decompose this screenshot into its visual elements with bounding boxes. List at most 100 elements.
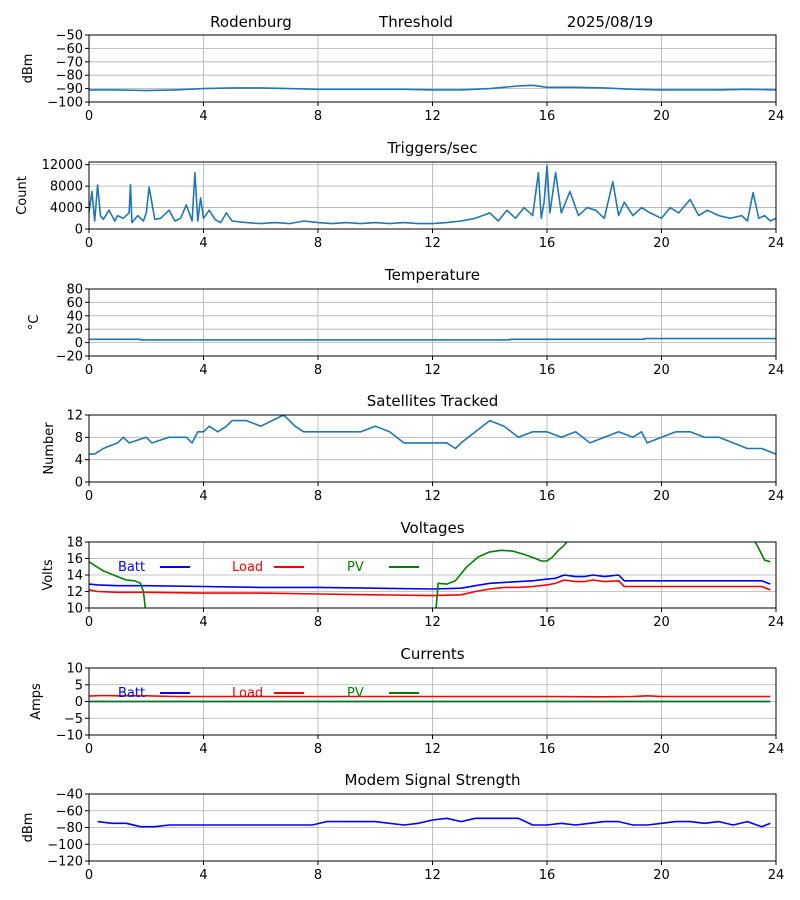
x-tick-label: 20 [653,489,670,504]
x-tick-label: 12 [424,489,441,504]
y-tick-label: 12 [66,585,83,600]
series-line-batt [89,574,771,590]
x-tick-label: 8 [314,868,322,883]
y-tick-label: 80 [66,283,83,298]
x-tick-label: 8 [314,236,322,251]
x-tick-label: 8 [314,363,322,378]
legend-label-pv: PV [347,686,364,701]
x-tick-label: 4 [199,868,207,883]
y-tick-label: 10 [66,602,83,617]
y-tick-label: −70 [56,55,83,70]
x-tick-label: 8 [314,615,322,630]
y-tick-label: −60 [56,804,83,819]
y-tick-label: 14 [66,569,83,584]
x-tick-label: 4 [199,109,207,124]
y-tick-label: 4 [75,453,83,468]
x-tick-label: 8 [314,489,322,504]
legend-label-batt: Batt [118,686,145,701]
x-tick-label: 0 [85,489,93,504]
header-date: 2025/08/19 [567,13,653,31]
x-tick-label: 0 [85,109,93,124]
x-tick-label: 16 [539,363,556,378]
series-line-triggers [89,165,776,225]
x-tick-label: 12 [424,615,441,630]
y-tick-label: 0 [75,336,83,351]
y-tick-label: 0 [75,223,83,238]
x-tick-label: 16 [539,236,556,251]
y-tick-label: 8 [75,431,83,446]
y-tick-label: −80 [56,821,83,836]
y-tick-label: −10 [56,729,83,744]
y-tick-label: 5 [75,678,83,693]
panel-triggers: 0 4 8 12 16 20 24 0 4000 8000 12000 Triggers/sec Cou… [15,139,784,251]
x-tick-label: 12 [424,109,441,124]
y-tick-label: 20 [66,323,83,338]
x-tick-label: 24 [768,615,785,630]
series-line-satellites [89,415,776,455]
y-tick-label: −100 [47,96,83,111]
y-tick-label: 60 [66,296,83,311]
y-tick-label: −50 [56,29,83,44]
y-axis-label: dBm [21,54,36,84]
x-tick-label: 12 [424,868,441,883]
x-tick-label: 16 [539,742,556,757]
y-tick-label: −60 [56,42,83,57]
x-tick-label: 4 [199,236,207,251]
x-tick-label: 24 [768,236,785,251]
y-tick-label: 18 [66,536,83,551]
x-tick-label: 0 [85,868,93,883]
y-tick-label: −5 [64,712,83,727]
y-axis-label: Amps [29,683,44,720]
series-line-load [89,579,771,597]
y-axis-label: Count [15,176,30,215]
panel-modem: 0 4 8 12 16 20 24 −40−60 −80 −100 −120 Modem Signal… [21,771,784,883]
series-line-pv [89,542,771,608]
x-tick-label: 20 [653,363,670,378]
y-tick-label: −80 [56,69,83,84]
y-tick-label: 12000 [42,158,83,173]
series-line-temperature [89,337,776,341]
x-tick-label: 4 [199,742,207,757]
legend-label-pv: PV [347,560,364,575]
y-tick-label: 8000 [50,180,83,195]
x-tick-label: 0 [85,236,93,251]
legend-label-load: Load [232,686,263,701]
panel-title: Currents [400,645,464,663]
x-tick-label: 0 [85,615,93,630]
x-tick-label: 16 [539,615,556,630]
y-axis-label: Number [42,422,57,475]
series-line-modem [97,817,771,828]
panel-title: Voltages [400,519,464,537]
header-mode: Threshold [378,13,453,31]
x-tick-label: 4 [199,615,207,630]
y-axis-label: dBm [21,813,36,843]
x-tick-label: 24 [768,363,785,378]
x-tick-label: 20 [653,236,670,251]
header-site: Rodenburg [210,13,292,31]
x-tick-label: 8 [314,742,322,757]
y-tick-label: 40 [66,309,83,324]
x-tick-label: 0 [85,742,93,757]
x-tick-label: 24 [768,742,785,757]
x-tick-label: 24 [768,109,785,124]
x-tick-label: 4 [199,363,207,378]
y-tick-label: −90 [56,82,83,97]
x-tick-label: 12 [424,236,441,251]
x-tick-label: 16 [539,868,556,883]
x-tick-label: 20 [653,109,670,124]
x-tick-label: 20 [653,868,670,883]
y-tick-label: 0 [75,476,83,491]
y-tick-label: 12 [66,409,83,424]
x-tick-label: 24 [768,489,785,504]
x-tick-label: 8 [314,109,322,124]
legend-label-batt: Batt [118,560,145,575]
x-tick-label: 12 [424,742,441,757]
legend-label-load: Load [232,560,263,575]
series-line-load [89,694,771,698]
y-tick-label: 16 [66,552,83,567]
